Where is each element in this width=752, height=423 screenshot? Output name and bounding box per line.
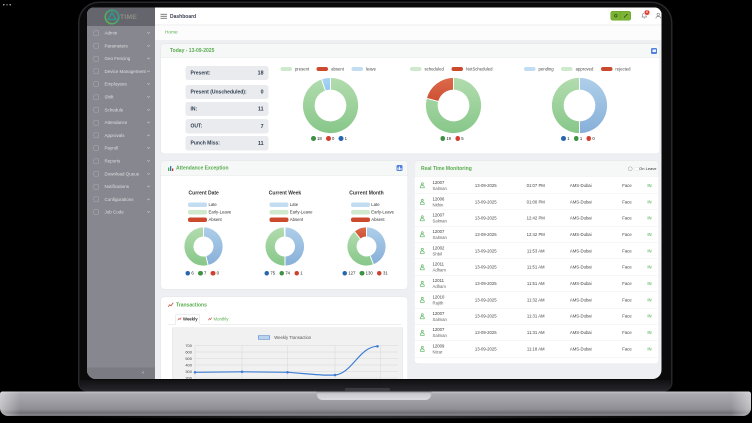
svg-text:700: 700 — [185, 343, 192, 348]
svg-text:400: 400 — [185, 362, 192, 367]
svg-text:600: 600 — [185, 349, 192, 354]
svg-text:300: 300 — [185, 369, 192, 374]
svg-text:200: 200 — [185, 375, 192, 379]
svg-text:500: 500 — [185, 356, 192, 361]
